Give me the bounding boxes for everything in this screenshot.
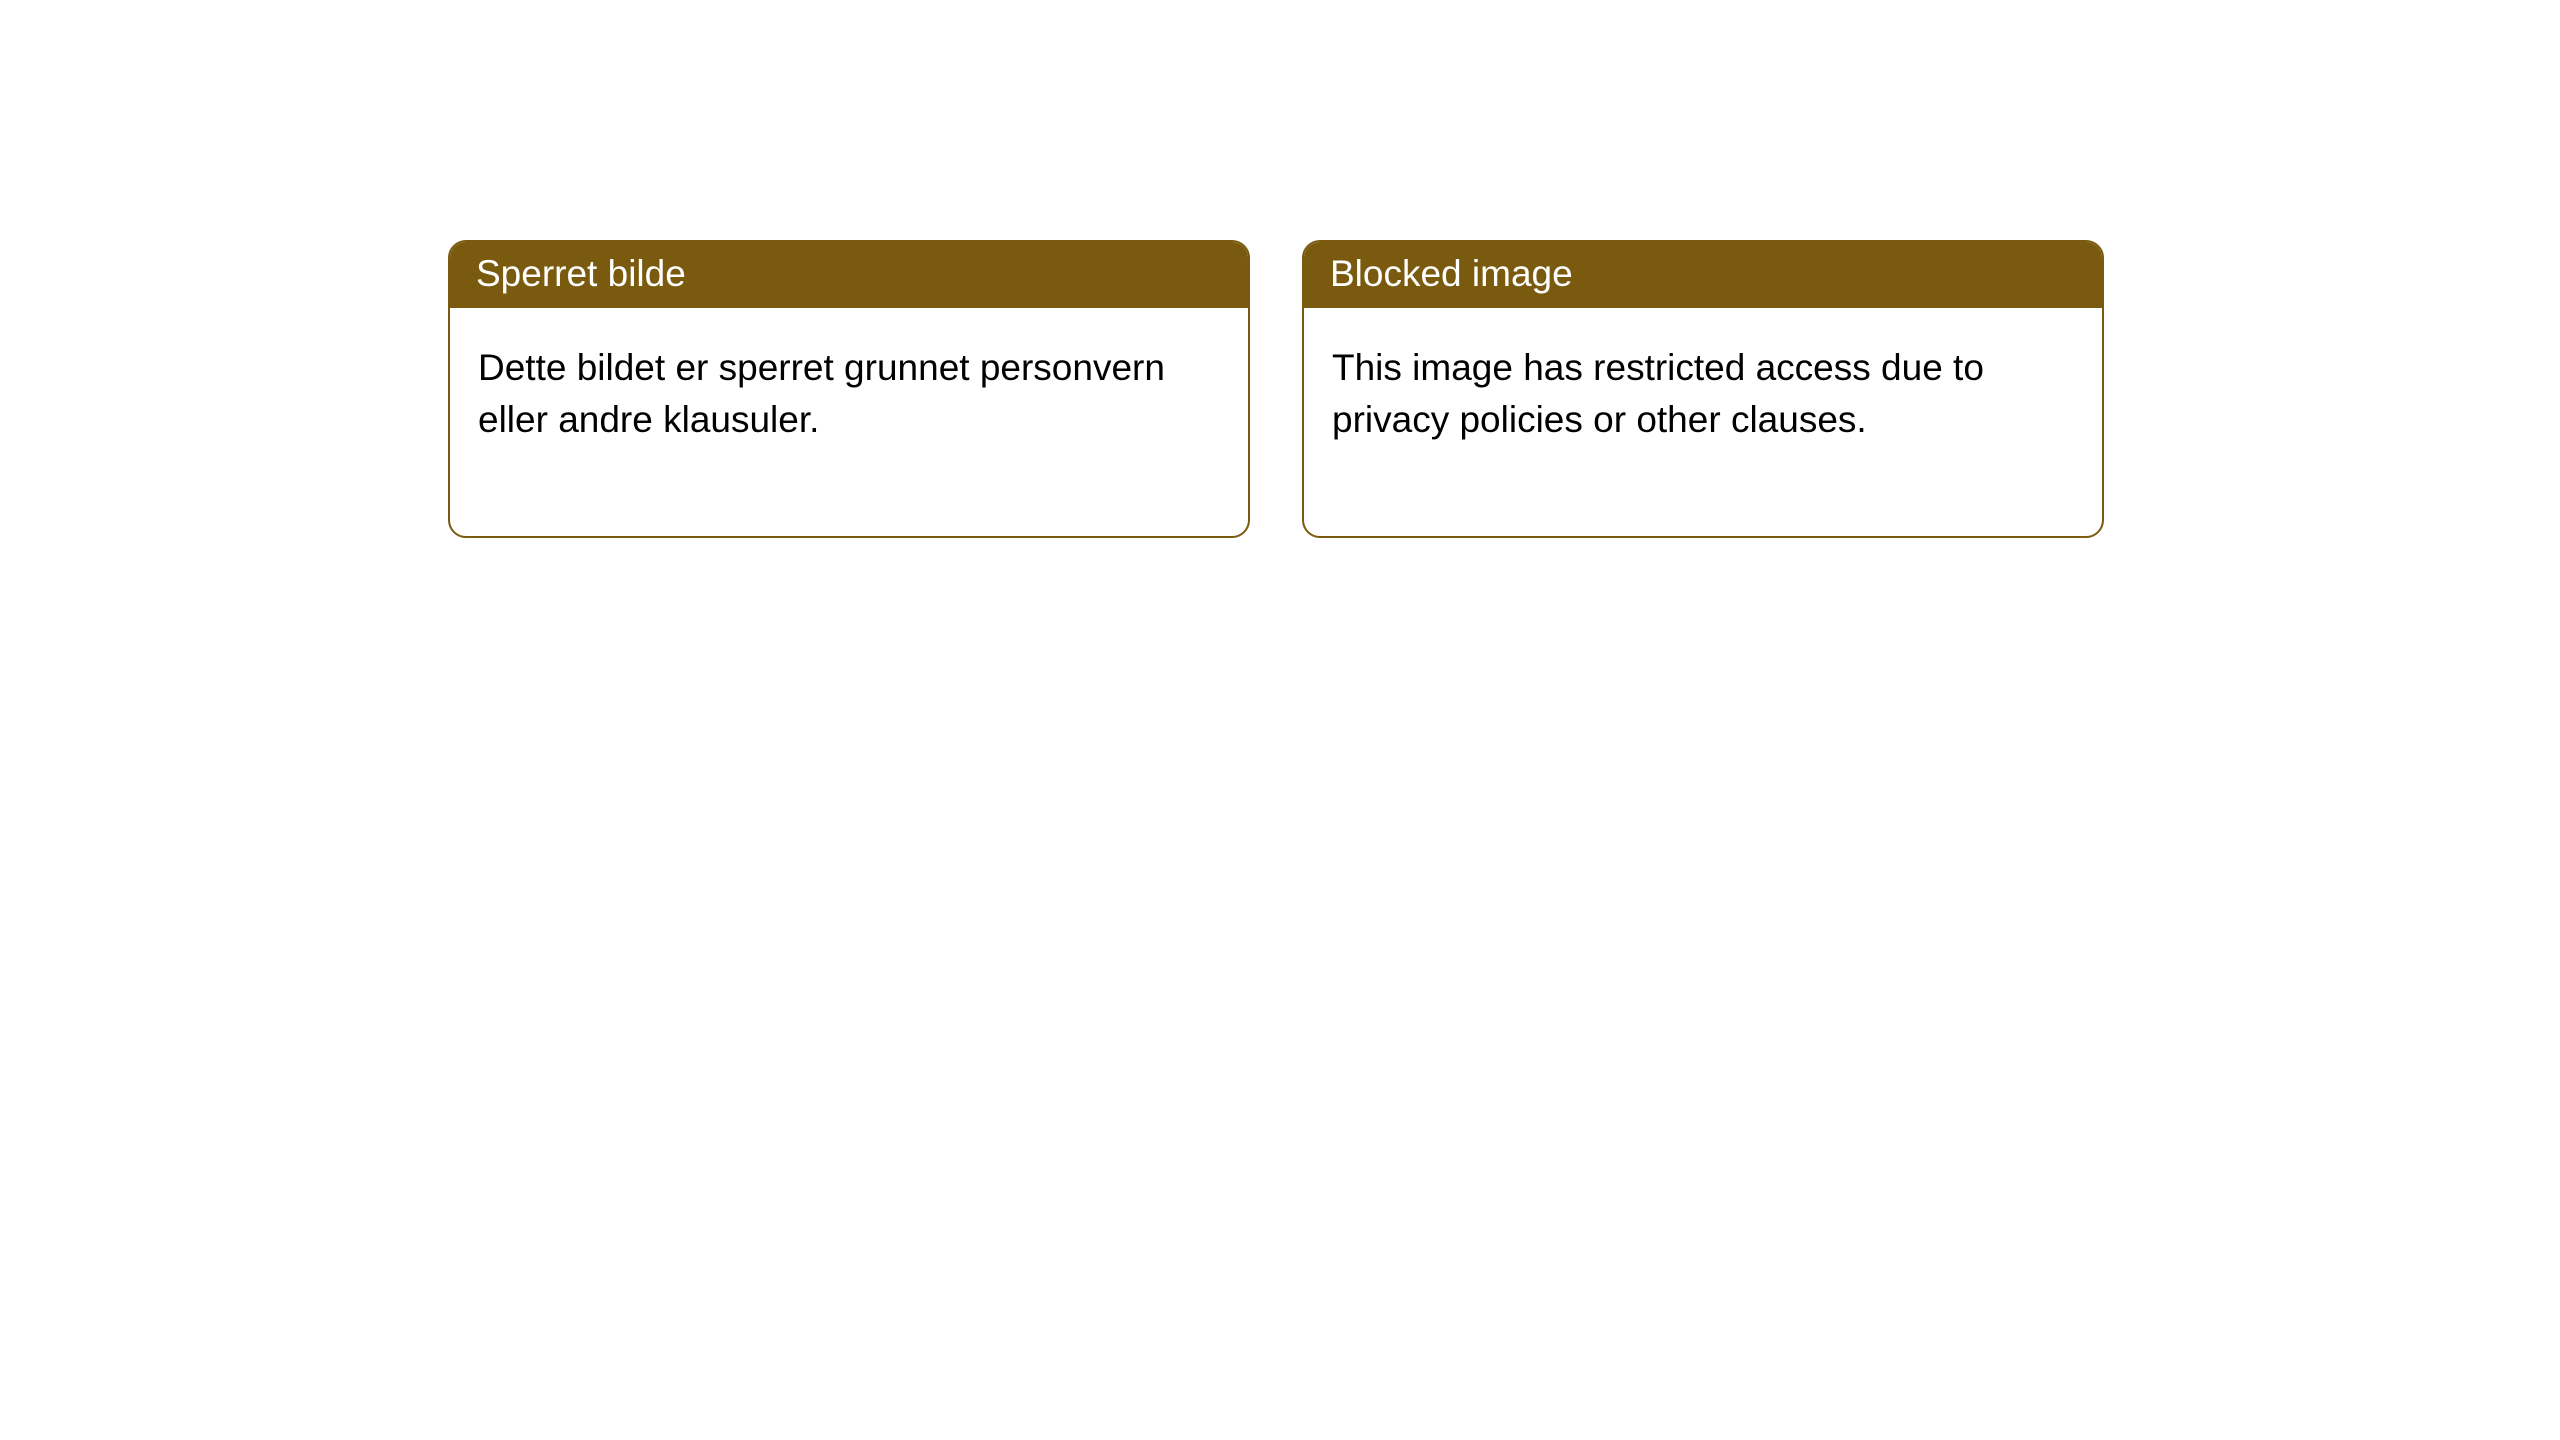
notice-container: Sperret bilde Dette bildet er sperret gr… — [0, 0, 2560, 538]
notice-body-norwegian: Dette bildet er sperret grunnet personve… — [450, 308, 1248, 536]
notice-body-english: This image has restricted access due to … — [1304, 308, 2102, 536]
notice-card-english: Blocked image This image has restricted … — [1302, 240, 2104, 538]
notice-card-norwegian: Sperret bilde Dette bildet er sperret gr… — [448, 240, 1250, 538]
notice-title-english: Blocked image — [1304, 242, 2102, 308]
notice-title-norwegian: Sperret bilde — [450, 242, 1248, 308]
